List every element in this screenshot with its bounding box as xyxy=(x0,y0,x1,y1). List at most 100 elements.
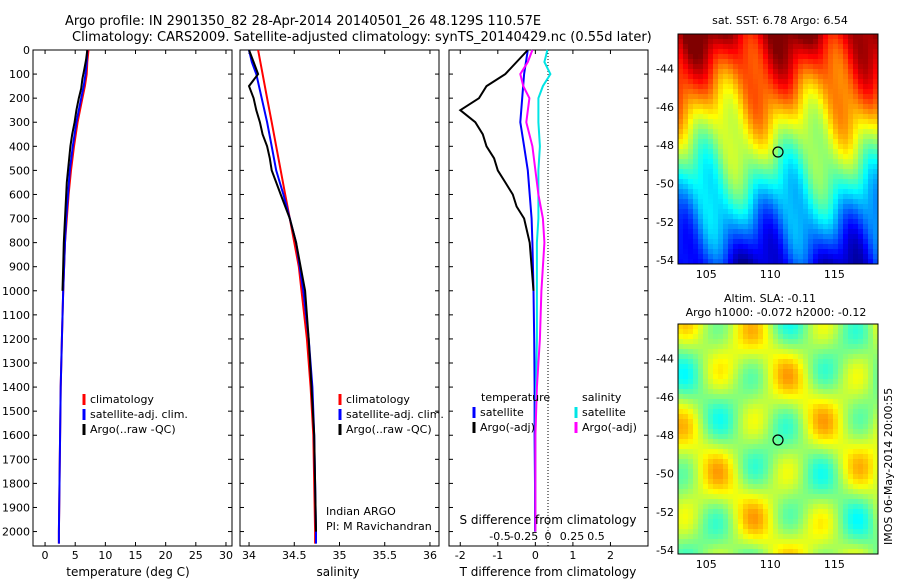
heatmap-cell xyxy=(818,499,824,505)
heatmap-cell xyxy=(723,239,729,245)
heatmap-cell xyxy=(688,59,694,65)
heatmap-cell xyxy=(693,439,699,445)
heatmap-cell xyxy=(683,129,689,135)
heatmap-cell xyxy=(698,454,704,460)
heatmap-cell xyxy=(783,54,789,60)
heatmap-cell xyxy=(753,199,759,205)
heatmap-cell xyxy=(813,184,819,190)
heatmap-cell xyxy=(753,364,759,370)
heatmap-cell xyxy=(693,339,699,345)
heatmap-cell xyxy=(693,224,699,230)
heatmap-cell xyxy=(783,404,789,410)
heatmap-cell xyxy=(713,169,719,175)
heatmap-cell xyxy=(808,534,814,540)
heatmap-cell xyxy=(808,119,814,125)
heatmap-cell xyxy=(753,514,759,520)
heatmap-cell xyxy=(678,454,684,460)
heatmap-cell xyxy=(843,259,849,265)
heatmap-cell xyxy=(763,84,769,90)
heatmap-cell xyxy=(853,424,859,430)
heatmap-cell xyxy=(753,404,759,410)
heatmap-cell xyxy=(683,84,689,90)
heatmap-cell xyxy=(833,64,839,70)
heatmap-cell xyxy=(788,464,794,470)
heatmap-cell xyxy=(833,129,839,135)
heatmap-cell xyxy=(848,494,854,500)
heatmap-cell xyxy=(783,119,789,125)
heatmap-cell xyxy=(828,109,834,115)
heatmap-cell xyxy=(688,74,694,80)
heatmap-cell xyxy=(778,454,784,460)
legend-label: Argo(-adj) xyxy=(480,421,535,434)
heatmap-cell xyxy=(753,34,759,40)
heatmap-cell xyxy=(783,514,789,520)
heatmap-cell xyxy=(803,359,809,365)
heatmap-cell xyxy=(863,254,869,260)
heatmap-cell xyxy=(738,414,744,420)
heatmap-cell xyxy=(818,39,824,45)
heatmap-cell xyxy=(793,384,799,390)
heatmap-cell xyxy=(833,169,839,175)
heatmap-cell xyxy=(688,119,694,125)
heatmap-cell xyxy=(843,234,849,240)
heatmap-cell xyxy=(833,504,839,510)
heatmap-cell xyxy=(813,74,819,80)
heatmap-cell xyxy=(723,69,729,75)
heatmap-cell xyxy=(738,519,744,525)
heatmap-cell xyxy=(778,359,784,365)
heatmap-cell xyxy=(703,384,709,390)
heatmap-cell xyxy=(798,414,804,420)
heatmap-cell xyxy=(778,179,784,185)
heatmap-cell xyxy=(743,114,749,120)
heatmap-cell xyxy=(738,259,744,265)
heatmap-cell xyxy=(803,394,809,400)
heatmap-cell xyxy=(678,194,684,200)
heatmap-cell xyxy=(748,334,754,340)
heatmap-cell xyxy=(728,134,734,140)
heatmap-cell xyxy=(803,79,809,85)
heatmap-cell xyxy=(723,64,729,70)
heatmap-cell xyxy=(733,389,739,395)
heatmap-cell xyxy=(828,259,834,265)
heatmap-cell xyxy=(848,99,854,105)
heatmap-cell xyxy=(718,109,724,115)
heatmap-cell xyxy=(868,194,874,200)
heatmap-cell xyxy=(683,154,689,160)
heatmap-cell xyxy=(773,54,779,60)
heatmap-cell xyxy=(693,259,699,265)
heatmap-cell xyxy=(808,359,814,365)
heatmap-cell xyxy=(853,389,859,395)
heatmap-cell xyxy=(823,254,829,260)
heatmap-cell xyxy=(718,494,724,500)
heatmap-cell xyxy=(813,469,819,475)
heatmap-cell xyxy=(798,124,804,130)
heatmap-cell xyxy=(838,234,844,240)
heatmap-cell xyxy=(723,459,729,465)
heatmap-cell xyxy=(738,474,744,480)
heatmap-cell xyxy=(743,259,749,265)
heatmap-cell xyxy=(858,254,864,260)
heatmap-cell xyxy=(778,464,784,470)
heatmap-cell xyxy=(698,89,704,95)
heatmap-cell xyxy=(713,99,719,105)
heatmap-cell xyxy=(863,234,869,240)
heatmap-cell xyxy=(723,59,729,65)
depth-tick-label: 1100 xyxy=(2,309,30,322)
heatmap-cell xyxy=(688,409,694,415)
heatmap-cell xyxy=(698,509,704,515)
heatmap-cell xyxy=(848,479,854,485)
heatmap-cell xyxy=(678,469,684,475)
heatmap-cell xyxy=(863,364,869,370)
heatmap-cell xyxy=(708,239,714,245)
heatmap-cell xyxy=(843,104,849,110)
heatmap-cell xyxy=(708,194,714,200)
heatmap-cell xyxy=(698,434,704,440)
heatmap-cell xyxy=(798,119,804,125)
heatmap-cell xyxy=(753,544,759,550)
heatmap-cell xyxy=(808,139,814,145)
heatmap-cell xyxy=(713,424,719,430)
heatmap-cell xyxy=(798,424,804,430)
heatmap-cell xyxy=(688,179,694,185)
heatmap-cell xyxy=(838,214,844,220)
heatmap-cell xyxy=(838,429,844,435)
